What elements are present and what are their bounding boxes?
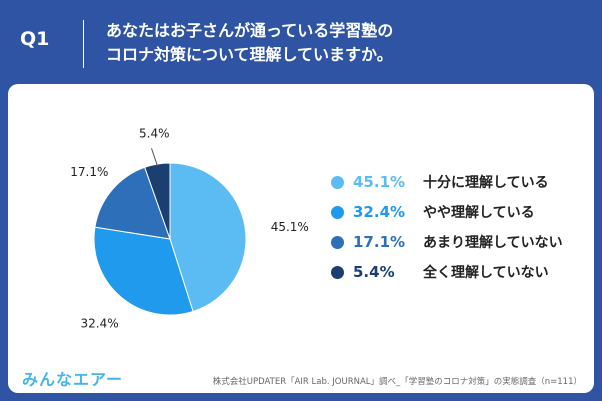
legend-item-2: 32.4% やや理解している [331, 202, 535, 222]
legend-item-1: 45.1% 十分に理解している [331, 172, 549, 192]
question-title-line1: あなたはお子さんが通っている学習塾の [106, 21, 394, 40]
chart-card: 45.1% 32.4% 17.1% 5.4% 45.1% 十分に理解している 32.4… [8, 84, 594, 393]
header-divider [83, 20, 84, 68]
pie-label-3: 17.1% [70, 165, 108, 179]
legend-swatch-4 [331, 265, 344, 279]
legend-percent-1: 45.1% [353, 173, 406, 191]
legend-item-4: 5.4% 全く理解していない [331, 262, 549, 282]
pie-slice-2 [93, 226, 194, 316]
legend-swatch-1 [331, 175, 344, 189]
legend-percent-4: 5.4% [353, 263, 395, 281]
legend-swatch-2 [331, 205, 344, 219]
brand-logo: みんなエアー [22, 370, 124, 389]
pie-slice-3 [94, 166, 171, 240]
pie-chart: 45.1% 32.4% 17.1% 5.4% [70, 127, 309, 331]
legend-label-2: やや理解している [423, 205, 535, 221]
leader-line-4 [150, 148, 158, 167]
legend-label-1: 十分に理解している [423, 175, 549, 191]
legend-item-3: 17.1% あまり理解していない [331, 232, 563, 252]
pie-label-1: 45.1% [271, 220, 309, 234]
legend-label-4: 全く理解していない [423, 265, 549, 281]
legend-percent-2: 32.4% [353, 203, 406, 221]
legend-swatch-3 [331, 235, 344, 249]
legend-percent-3: 17.1% [353, 233, 406, 251]
question-title: あなたはお子さんが通っている学習塾の コロナ対策について理解していますか。 [106, 19, 586, 67]
question-title-line2: コロナ対策について理解していますか。 [106, 45, 393, 64]
question-label: Q1 [20, 28, 50, 50]
pie-label-2: 32.4% [80, 317, 118, 331]
source-note: 株式会社UPDATER「AIR Lab. JOURNAL」調べ_「学習塾のコロナ… [212, 377, 582, 387]
legend-label-3: あまり理解していない [423, 235, 563, 251]
pie-slice-1 [169, 162, 247, 313]
pie-label-4: 5.4% [139, 127, 170, 141]
